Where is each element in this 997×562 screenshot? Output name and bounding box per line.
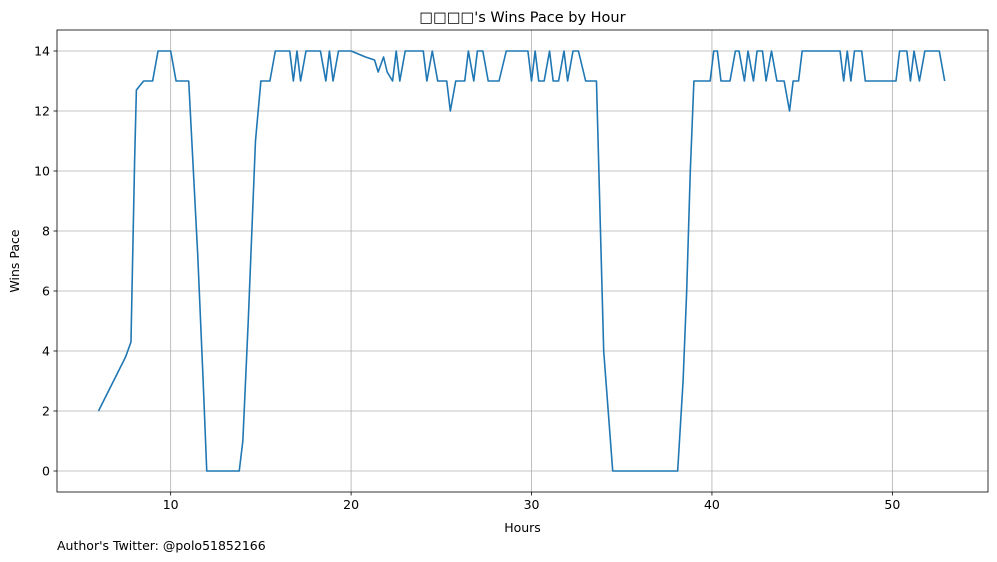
x-axis-title: Hours xyxy=(504,520,541,535)
author-credit: Author's Twitter: @polo51852166 xyxy=(57,538,266,553)
x-tick-label: 30 xyxy=(524,497,540,512)
x-tick-label: 50 xyxy=(884,497,900,512)
x-tick-label: 10 xyxy=(163,497,179,512)
y-tick-label: 10 xyxy=(34,164,50,179)
y-tick-label: 4 xyxy=(42,344,50,359)
y-tick-label: 2 xyxy=(42,404,50,419)
series-line xyxy=(97,50,946,472)
y-tick-label: 6 xyxy=(42,284,50,299)
x-tick-label: 20 xyxy=(343,497,359,512)
y-tick-label: 14 xyxy=(34,44,50,59)
y-tick-label: 0 xyxy=(42,464,50,479)
plot-frame xyxy=(56,29,989,493)
y-axis-title: Wins Pace xyxy=(7,229,22,292)
chart-title: □□□□'s Wins Pace by Hour xyxy=(419,10,625,26)
y-tick-label: 12 xyxy=(34,104,50,119)
series-lines xyxy=(97,50,946,472)
grid-lines xyxy=(57,30,988,492)
x-tick-label: 40 xyxy=(704,497,720,512)
axis-ticks: 10 20 30 40 50 0 2 4 6 8 10 12 14 xyxy=(34,44,900,513)
y-tick-label: 8 xyxy=(42,224,50,239)
